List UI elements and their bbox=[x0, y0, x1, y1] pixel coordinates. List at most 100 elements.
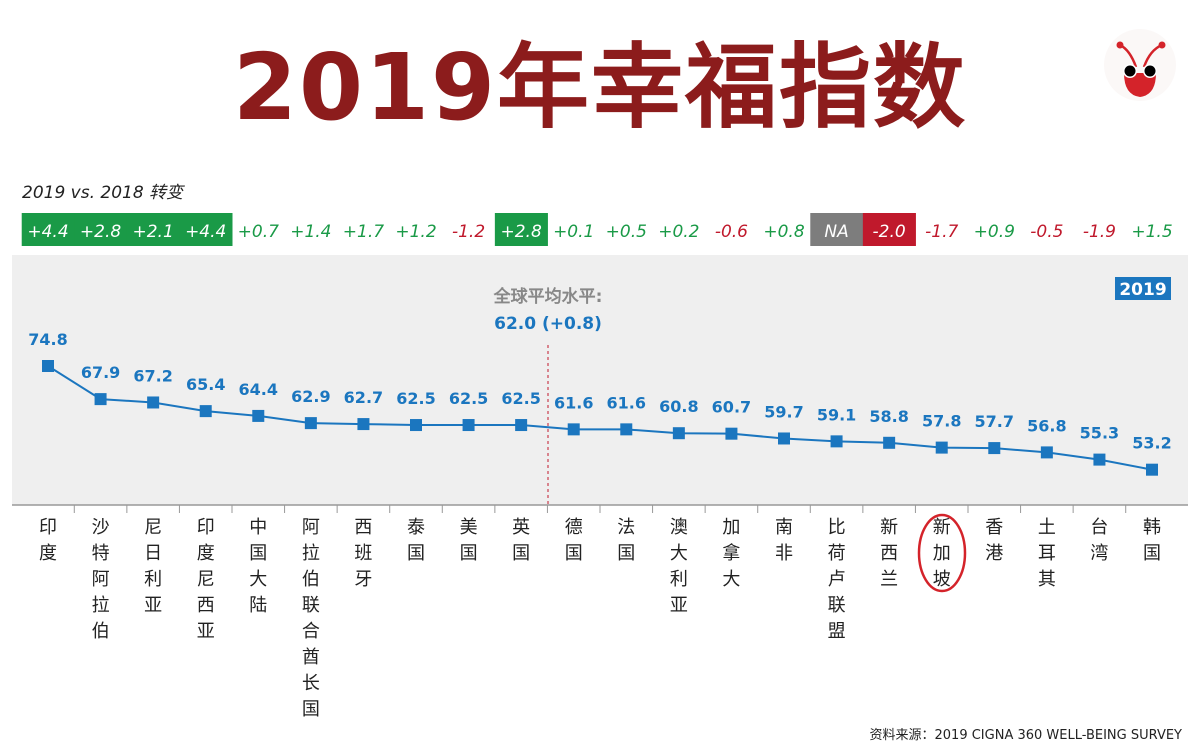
change-highlight-box bbox=[126, 213, 180, 246]
data-label: 62.5 bbox=[501, 389, 540, 408]
data-point bbox=[620, 423, 633, 436]
data-label: 60.8 bbox=[659, 397, 698, 416]
change-value: +0.8 bbox=[763, 222, 804, 242]
change-value: +1.5 bbox=[1131, 222, 1172, 242]
data-label: 59.7 bbox=[764, 402, 803, 421]
data-label: 65.4 bbox=[186, 375, 225, 394]
change-value: -2.0 bbox=[873, 222, 906, 242]
data-point bbox=[147, 396, 160, 409]
x-tick-label: 泰国 bbox=[407, 517, 425, 564]
change-value: +0.1 bbox=[553, 222, 594, 242]
data-label: 58.8 bbox=[869, 407, 908, 426]
data-point bbox=[830, 435, 843, 448]
x-tick-label: 中国大陆 bbox=[249, 517, 267, 616]
change-highlight-box bbox=[179, 213, 233, 246]
change-highlight-box bbox=[74, 213, 128, 246]
data-label: 59.1 bbox=[817, 405, 856, 424]
x-tick-label: 比荷卢联盟 bbox=[828, 517, 846, 642]
data-point bbox=[1146, 463, 1158, 476]
ant-logo-icon bbox=[1104, 29, 1176, 101]
change-value: +1.7 bbox=[343, 222, 384, 242]
source-note: 资料来源：2019 CIGNA 360 WELL-BEING SURVEY bbox=[869, 728, 1182, 743]
change-value: +0.5 bbox=[606, 222, 647, 242]
data-point bbox=[567, 423, 580, 436]
data-point bbox=[42, 360, 54, 372]
x-tick-label: 德国 bbox=[565, 517, 583, 564]
x-tick-label: 印度尼西亚 bbox=[197, 517, 215, 642]
data-point bbox=[672, 427, 685, 440]
data-label: 74.8 bbox=[28, 330, 67, 349]
data-label: 62.7 bbox=[344, 388, 383, 407]
data-label: 62.5 bbox=[396, 389, 435, 408]
x-tick-label: 西班牙 bbox=[354, 517, 372, 590]
x-tick-label: 美国 bbox=[460, 517, 478, 564]
data-point bbox=[199, 405, 212, 418]
change-value: +0.9 bbox=[974, 222, 1015, 242]
average-label: 全球平均水平: bbox=[493, 286, 603, 307]
change-value: +2.1 bbox=[133, 222, 174, 242]
change-value: -1.2 bbox=[452, 222, 485, 242]
change-label: 2019 vs. 2018 转变 bbox=[22, 183, 184, 203]
data-point bbox=[357, 418, 370, 431]
average-value: 62.0 (+0.8) bbox=[494, 314, 602, 334]
x-tick-label: 尼日利亚 bbox=[144, 517, 162, 616]
x-tick-label: 印度 bbox=[39, 517, 57, 564]
change-value: -0.5 bbox=[1030, 222, 1063, 242]
data-point bbox=[1040, 446, 1053, 459]
x-tick-label: 法国 bbox=[617, 517, 635, 564]
data-label: 64.4 bbox=[239, 380, 278, 399]
data-point bbox=[410, 419, 422, 432]
x-tick-label: 阿拉伯联合酋长国 bbox=[302, 517, 320, 720]
data-label: 61.6 bbox=[607, 393, 646, 412]
data-label: 67.2 bbox=[133, 366, 172, 385]
data-point bbox=[94, 393, 107, 406]
data-label: 57.7 bbox=[975, 412, 1014, 431]
data-label: 56.8 bbox=[1027, 416, 1066, 435]
data-point bbox=[778, 432, 790, 445]
series-line bbox=[47, 365, 1153, 471]
data-label: 55.3 bbox=[1080, 424, 1119, 443]
change-value: +1.4 bbox=[290, 222, 331, 242]
data-point bbox=[1093, 453, 1106, 466]
data-point bbox=[462, 419, 475, 432]
data-label: 60.7 bbox=[712, 398, 751, 417]
data-point bbox=[515, 419, 528, 432]
chart-title: 2019年幸福指数 bbox=[232, 34, 968, 141]
change-value: -1.9 bbox=[1083, 222, 1116, 242]
year-badge: 2019 bbox=[1119, 280, 1166, 300]
change-value: -0.6 bbox=[715, 222, 748, 242]
change-value: +0.2 bbox=[658, 222, 699, 242]
change-highlight-box bbox=[810, 213, 864, 246]
x-tick-label: 加拿大 bbox=[722, 517, 740, 590]
change-value: +1.2 bbox=[395, 222, 436, 242]
change-value: NA bbox=[824, 222, 848, 242]
change-value: +2.8 bbox=[80, 222, 121, 242]
data-point bbox=[883, 436, 896, 449]
data-label: 62.5 bbox=[449, 389, 488, 408]
x-tick-label: 韩国 bbox=[1143, 517, 1161, 564]
change-highlight-box bbox=[862, 213, 916, 246]
x-tick-label: 新西兰 bbox=[880, 517, 898, 590]
change-value: +4.4 bbox=[27, 222, 68, 242]
x-tick-label: 沙特阿拉伯 bbox=[92, 517, 110, 642]
data-point bbox=[252, 409, 265, 422]
x-tick-label: 英国 bbox=[512, 517, 530, 564]
year-badge-bg bbox=[1115, 277, 1171, 300]
x-tick-label: 香港 bbox=[985, 517, 1003, 564]
change-value: -1.7 bbox=[925, 222, 958, 242]
plot-background bbox=[12, 255, 1188, 505]
highlight-circle bbox=[917, 513, 967, 593]
data-label: 62.9 bbox=[291, 387, 330, 406]
change-value: +2.8 bbox=[501, 222, 542, 242]
change-highlight-box bbox=[494, 213, 548, 246]
data-point bbox=[988, 442, 1001, 455]
change-value: +4.4 bbox=[185, 222, 226, 242]
x-tick-label: 南非 bbox=[775, 517, 793, 564]
data-label: 53.2 bbox=[1132, 434, 1171, 453]
data-label: 61.6 bbox=[554, 393, 593, 412]
x-tick-label: 澳大利亚 bbox=[670, 517, 688, 616]
data-label: 67.9 bbox=[81, 363, 120, 382]
data-point bbox=[935, 441, 948, 454]
change-value: +0.7 bbox=[238, 222, 279, 242]
